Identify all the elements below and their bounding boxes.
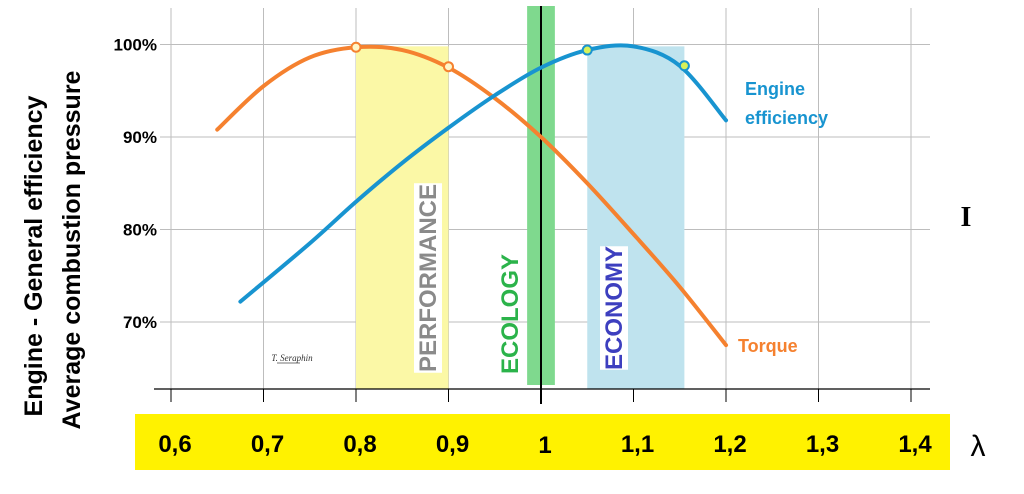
y-tick-label: 90%	[123, 128, 157, 147]
torque-marker	[443, 61, 454, 73]
torque-label: Torque	[738, 336, 798, 356]
y-tick-labels: 70% 80% 90% 100%	[114, 36, 157, 333]
y-tick-label: 80%	[123, 221, 157, 240]
x-tick-label: 1,2	[713, 431, 746, 458]
y-tick-label: 70%	[123, 313, 157, 332]
x-tick-label: 0,9	[436, 431, 469, 458]
x-tick-label: 0,7	[251, 431, 284, 458]
roman-numeral-label: I	[961, 202, 972, 233]
x-tick-labels: 0,6 0,7 0,8 0,9 1 1,1 1,2 1,3 1,4	[158, 431, 932, 459]
x-tick-label: 1	[538, 432, 551, 459]
x-axis-baseline	[154, 6, 930, 404]
y-tick-label: 100%	[114, 36, 157, 55]
y-axis-label-line2: Average combustion pressure	[58, 70, 86, 429]
x-axis-band	[135, 414, 950, 470]
engine-efficiency-marker	[678, 60, 690, 72]
band-label-text: ECONOMY	[601, 246, 628, 370]
engine-efficiency-label-line1: Engine	[745, 79, 805, 99]
band-labels: PERFORMANCE ECOLOGY ECONOMY	[414, 183, 628, 374]
engine-efficiency-marker	[581, 44, 593, 56]
torque-curve	[215, 44, 728, 348]
band-label-economy: ECONOMY	[600, 246, 628, 370]
x-tick-label: 0,6	[158, 431, 191, 458]
signature: T. Seraphin	[271, 353, 313, 364]
band-label-background	[414, 183, 442, 373]
series: Torque Engine efficiency	[215, 41, 828, 356]
band-label-background	[600, 246, 628, 370]
lambda-symbol: λ	[971, 430, 986, 463]
x-tick-label: 0,8	[343, 431, 376, 458]
torque-marker	[350, 41, 362, 53]
x-tick-label: 1,3	[806, 431, 839, 458]
x-tick-label: 1,4	[898, 431, 932, 458]
band-label-performance: PERFORMANCE	[414, 183, 442, 373]
signature-text: T. Seraphin	[271, 353, 313, 363]
band-label-text: ECOLOGY	[497, 254, 524, 374]
y-axis-label-line1: Engine - General efficiency	[20, 95, 48, 416]
band-label-text: PERFORMANCE	[415, 184, 442, 372]
x-tick-label: 1,1	[621, 431, 654, 458]
engine-efficiency-curve	[238, 43, 728, 304]
band-label-ecology: ECOLOGY	[497, 254, 524, 374]
engine-efficiency-label-line2: efficiency	[745, 108, 828, 128]
